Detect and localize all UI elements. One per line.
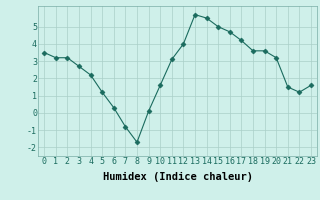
X-axis label: Humidex (Indice chaleur): Humidex (Indice chaleur)	[103, 172, 252, 182]
